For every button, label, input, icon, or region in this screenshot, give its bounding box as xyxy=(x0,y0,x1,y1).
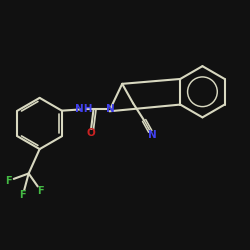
Text: NH: NH xyxy=(75,104,93,114)
Text: F: F xyxy=(20,190,26,200)
Text: F: F xyxy=(38,186,44,196)
Text: N: N xyxy=(148,130,157,140)
Text: N: N xyxy=(106,104,115,114)
Text: F: F xyxy=(5,176,12,186)
Text: O: O xyxy=(86,128,95,138)
